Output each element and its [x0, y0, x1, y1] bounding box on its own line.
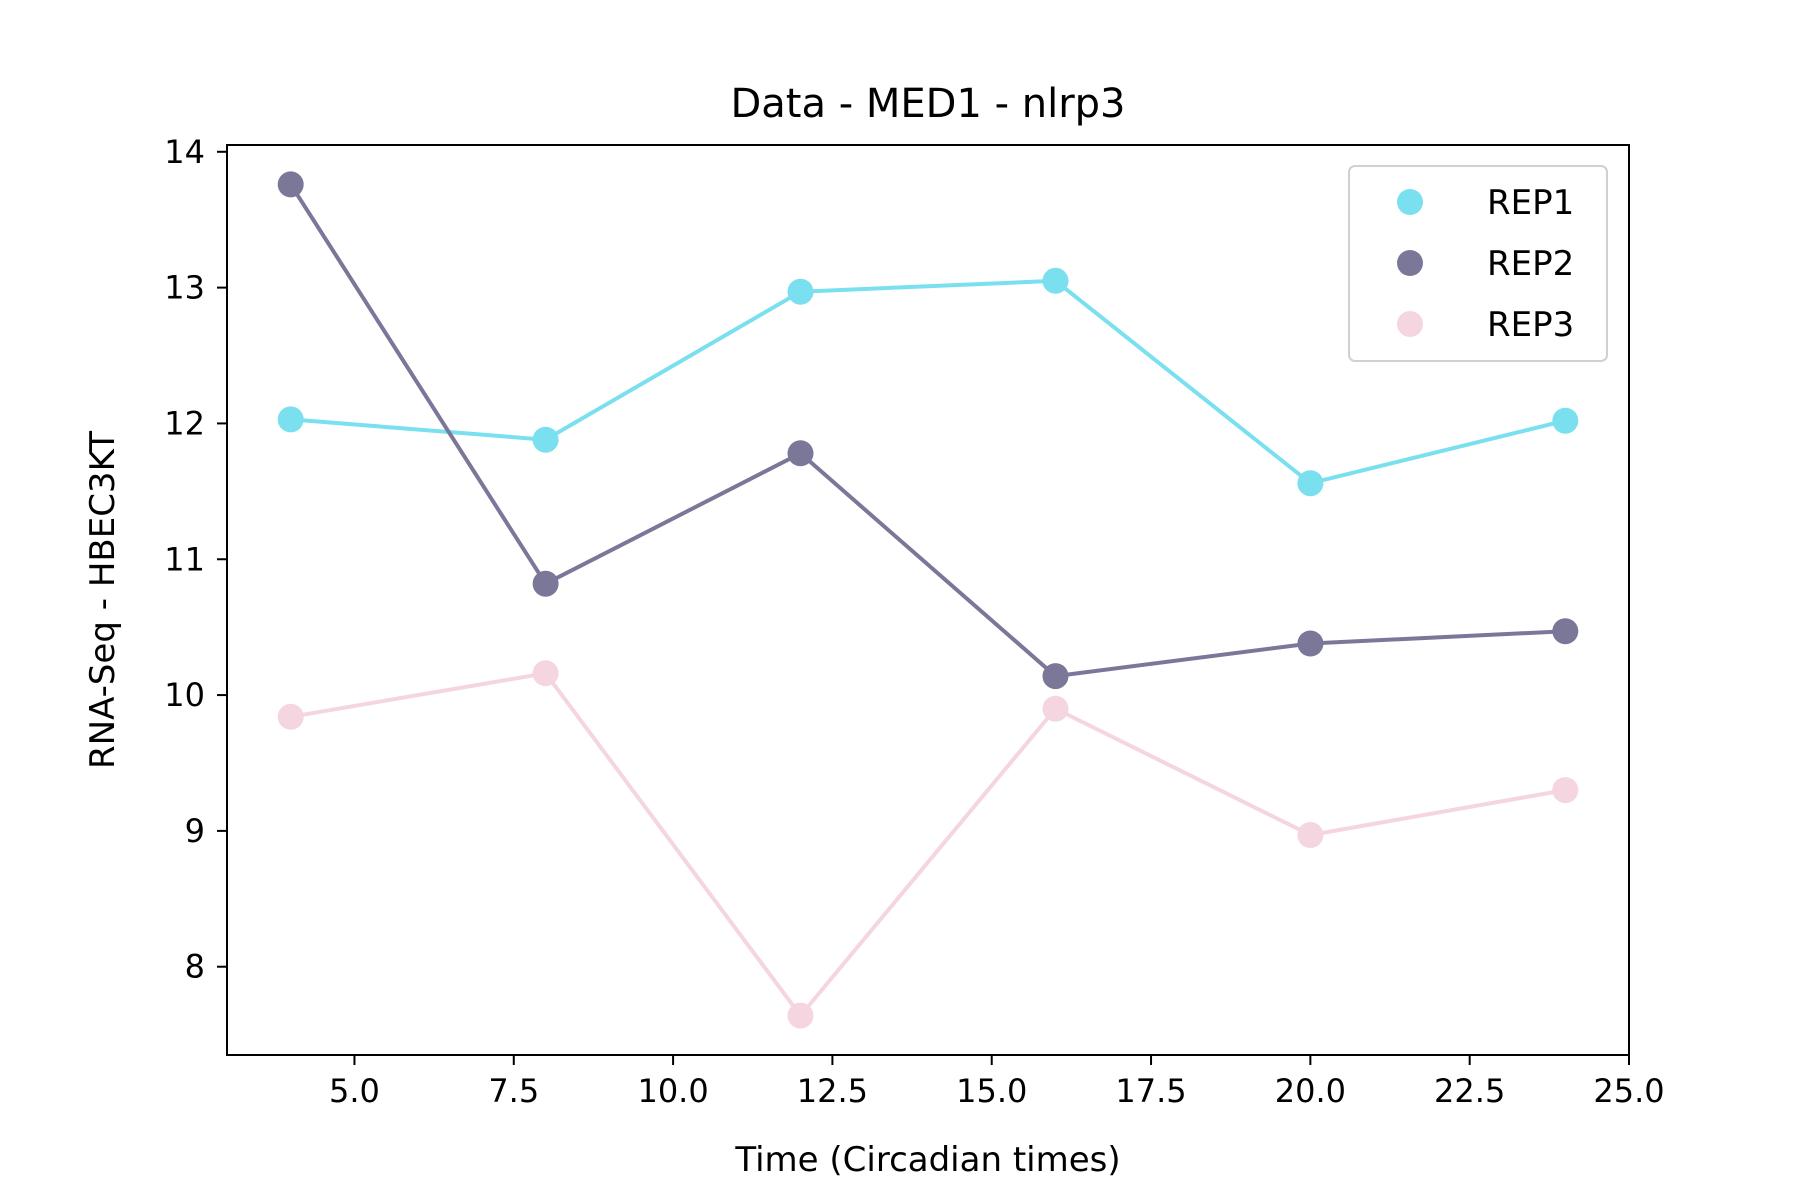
x-tick-label: 17.5 [1115, 1072, 1186, 1110]
y-tick-label: 14 [164, 133, 205, 171]
legend-label-rep3: REP3 [1487, 305, 1574, 345]
data-point-rep1-5 [1552, 407, 1579, 434]
y-tick-label: 13 [164, 269, 205, 307]
data-point-rep1-3 [1042, 267, 1069, 294]
series-line-rep2 [289, 183, 1566, 679]
x-tick-label: 22.5 [1434, 1072, 1505, 1110]
data-point-rep1-0 [277, 406, 304, 433]
x-tick-label: 12.5 [797, 1072, 868, 1110]
legend: REP1 REP2 REP3 [1348, 165, 1608, 362]
x-tick-label: 25.0 [1593, 1072, 1664, 1110]
x-axis-label: Time (Circadian times) [734, 1140, 1120, 1180]
plot-area [277, 171, 1579, 1029]
data-point-rep1-1 [532, 426, 559, 453]
data-point-rep3-4 [1297, 822, 1324, 848]
legend-label-rep1: REP1 [1487, 183, 1574, 223]
legend-marker-rep1 [1397, 189, 1423, 215]
data-point-rep2-3 [1042, 663, 1069, 690]
y-axis: 8 9 10 11 12 13 14 [164, 133, 227, 986]
axes-frame [226, 144, 1630, 1056]
x-tick-label: 20.0 [1275, 1072, 1346, 1110]
data-point-rep2-1 [532, 570, 559, 597]
legend-items: REP1 REP2 REP3 [1397, 183, 1574, 345]
x-tick-label: 10.0 [637, 1072, 708, 1110]
x-tick-label: 5.0 [329, 1072, 380, 1110]
data-point-rep2-0 [277, 171, 304, 198]
x-tick-label: 7.5 [488, 1072, 539, 1110]
y-tick-label: 11 [164, 540, 205, 578]
legend-label-rep2: REP2 [1487, 244, 1574, 284]
series-line-rep1 [290, 278, 1566, 486]
y-tick-label: 12 [164, 404, 205, 442]
x-tick-label: 15.0 [956, 1072, 1027, 1110]
series-line-rep3 [290, 671, 1566, 1018]
data-point-rep1-2 [787, 278, 814, 305]
data-point-rep2-5 [1552, 618, 1579, 645]
data-point-rep2-4 [1297, 630, 1324, 657]
data-point-rep3-3 [1042, 695, 1069, 722]
data-point-rep3-2 [787, 1002, 814, 1029]
y-axis-label: RNA-Seq - HBEC3KT [83, 431, 123, 769]
y-tick-label: 10 [164, 676, 205, 714]
data-point-rep2-2 [787, 440, 814, 467]
legend-marker-rep2 [1397, 250, 1423, 276]
legend-marker-rep3 [1397, 311, 1423, 337]
y-tick-label: 9 [185, 812, 205, 850]
x-axis: 5.0 7.5 10.0 12.5 15.0 17.5 20.0 22.5 25.0 [329, 1055, 1665, 1110]
chart-title: Data - MED1 - nlrp3 [730, 81, 1125, 127]
y-tick-label: 8 [185, 948, 205, 986]
data-point-rep3-5 [1552, 777, 1579, 804]
data-point-rep3-0 [277, 703, 304, 730]
data-point-rep1-4 [1297, 470, 1324, 497]
data-point-rep3-1 [532, 660, 559, 687]
